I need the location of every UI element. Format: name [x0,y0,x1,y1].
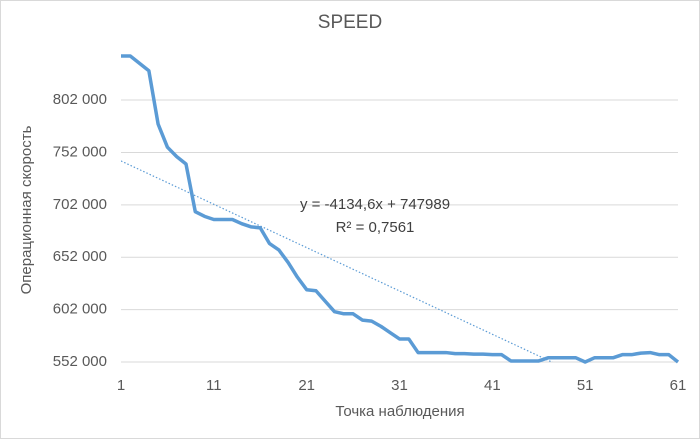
trend-equation: y = -4134,6x + 747989 [300,196,450,213]
y-tick-label: 652 000 [53,248,107,265]
x-tick-label: 51 [577,377,594,394]
x-tick-label: 61 [670,377,687,394]
y-tick-label: 602 000 [53,301,107,318]
y-tick-label: 552 000 [53,353,107,370]
y-tick-label: 802 000 [53,91,107,108]
data-line [121,54,680,364]
x-tick-label: 31 [391,377,408,394]
y-axis-title: Операционная скорость [18,125,35,294]
chart-title: SPEED [318,12,382,33]
trendline [121,160,554,362]
x-tick-label: 21 [298,377,315,394]
x-axis-title: Точка наблюдения [335,403,464,420]
x-tick-label: 41 [484,377,501,394]
trend-r2: R² = 0,7561 [336,219,415,236]
x-tick-label: 1 [117,377,125,394]
y-tick-label: 702 000 [53,196,107,213]
y-tick-label: 752 000 [53,143,107,160]
x-tick-label: 11 [206,377,222,394]
